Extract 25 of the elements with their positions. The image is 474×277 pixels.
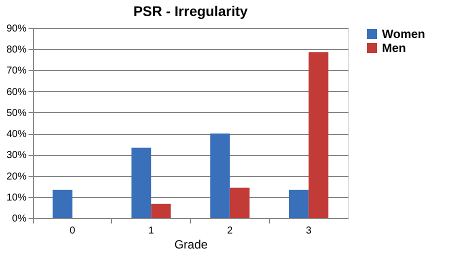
y-tick-label: 60%: [6, 86, 27, 98]
x-axis-title: Grade: [174, 238, 208, 252]
legend-label: Men: [382, 41, 406, 55]
bar: [288, 190, 309, 218]
bar: [52, 190, 72, 218]
y-tick-label: 70%: [6, 66, 27, 77]
x-tick-label: 1: [148, 226, 154, 236]
chart-title: PSR - Irregularity: [133, 3, 248, 19]
y-tick-label: 10%: [6, 192, 27, 204]
y-tick-label: 30%: [6, 150, 27, 162]
y-tick-label: 50%: [6, 108, 27, 119]
y-tick-label: 90%: [6, 24, 27, 34]
bar: [131, 148, 152, 218]
bar: [230, 188, 250, 218]
bar: [308, 52, 328, 218]
x-tick-label: 0: [70, 226, 76, 236]
y-tick-label: 80%: [6, 44, 27, 56]
x-tick-label: 2: [227, 226, 234, 236]
y-tick-label: 40%: [6, 129, 27, 140]
bar: [210, 134, 230, 218]
legend-label: Women: [382, 27, 426, 41]
y-tick-label: 20%: [6, 171, 27, 182]
bar: [151, 204, 171, 218]
y-tick-label: 0%: [12, 214, 27, 224]
x-tick-label: 3: [306, 226, 312, 236]
